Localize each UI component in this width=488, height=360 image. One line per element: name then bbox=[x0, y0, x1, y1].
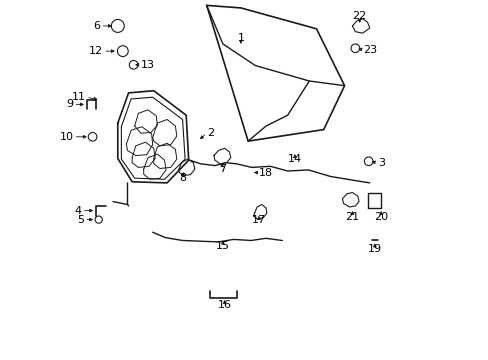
Text: 23: 23 bbox=[363, 45, 377, 55]
Text: 21: 21 bbox=[345, 212, 359, 222]
Text: 22: 22 bbox=[352, 11, 366, 21]
Text: 13: 13 bbox=[141, 60, 155, 70]
Text: 15: 15 bbox=[216, 240, 229, 251]
Text: 11: 11 bbox=[72, 92, 86, 102]
Text: 18: 18 bbox=[258, 168, 272, 178]
Text: 10: 10 bbox=[60, 132, 73, 142]
Text: 17: 17 bbox=[251, 215, 265, 225]
Text: 3: 3 bbox=[377, 158, 384, 168]
Text: 14: 14 bbox=[287, 154, 302, 164]
Text: 5: 5 bbox=[77, 215, 84, 225]
Text: 9: 9 bbox=[66, 99, 73, 109]
Text: 4: 4 bbox=[75, 206, 81, 216]
Text: 7: 7 bbox=[218, 164, 225, 174]
Text: 6: 6 bbox=[93, 21, 101, 31]
Text: 12: 12 bbox=[89, 46, 103, 56]
Text: 19: 19 bbox=[367, 244, 381, 254]
Text: 1: 1 bbox=[237, 33, 244, 43]
Text: 20: 20 bbox=[373, 212, 387, 222]
Text: 8: 8 bbox=[180, 173, 186, 183]
Text: 16: 16 bbox=[217, 300, 231, 310]
Text: 2: 2 bbox=[206, 128, 213, 138]
